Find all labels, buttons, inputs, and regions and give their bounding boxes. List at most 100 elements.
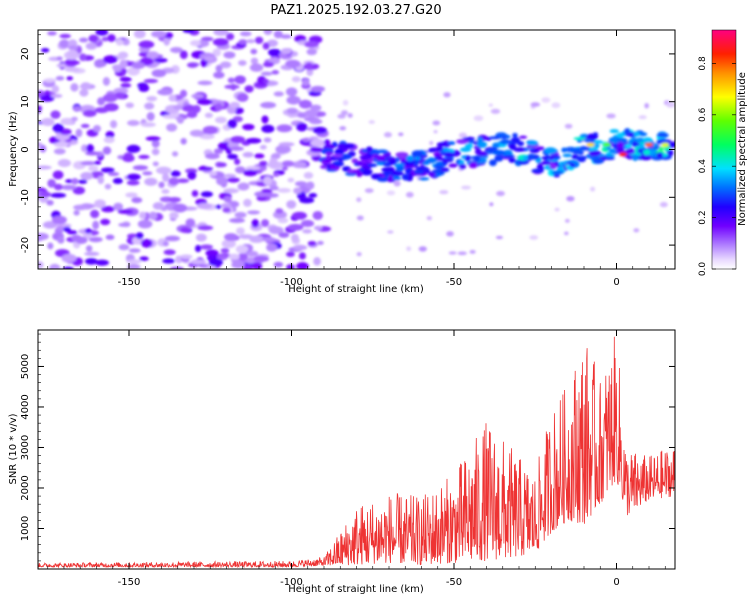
- heatmap-blob: [235, 244, 249, 254]
- heatmap-blob: [301, 78, 310, 86]
- heatmap-blob: [118, 244, 130, 251]
- heatmap-blob: [101, 36, 109, 42]
- heatmap-blob: [356, 215, 364, 221]
- heatmap-blob: [213, 148, 224, 154]
- heatmap-blob: [66, 76, 74, 81]
- heatmap-blob: [575, 155, 588, 159]
- heatmap-blob: [244, 85, 254, 93]
- heatmap-blob: [500, 140, 509, 145]
- heatmap-blob: [306, 48, 318, 56]
- heatmap-blob: [633, 131, 640, 137]
- heatmap-blob: [162, 173, 170, 182]
- heatmap-blob: [127, 66, 140, 76]
- heatmap-blob: [616, 141, 625, 149]
- heatmap-blob: [204, 112, 213, 119]
- heatmap-blob: [407, 173, 414, 181]
- heatmap-blob: [294, 181, 308, 187]
- heatmap-blob: [102, 146, 112, 155]
- heatmap-blob: [306, 181, 315, 190]
- heatmap-blob: [426, 215, 433, 221]
- heatmap-blob: [488, 103, 493, 107]
- heatmap-blob: [633, 228, 640, 233]
- heatmap-blob: [73, 210, 80, 216]
- heatmap-blob: [536, 146, 545, 151]
- heatmap-blob: [335, 160, 341, 165]
- heatmap-blob: [658, 146, 664, 151]
- heatmap-blob: [216, 176, 229, 186]
- heatmap-blob: [425, 158, 438, 163]
- heatmap-blob: [356, 252, 362, 257]
- heatmap-blob: [589, 150, 602, 157]
- heatmap-blob: [492, 149, 506, 156]
- heatmap-blob: [272, 172, 280, 177]
- heatmap-blob: [544, 147, 557, 155]
- heatmap-blob: [215, 64, 223, 73]
- heatmap-blob: [251, 219, 260, 228]
- heatmap-blob: [168, 196, 181, 203]
- heatmap-blob: [227, 119, 238, 129]
- heatmap-blob: [540, 156, 551, 160]
- heatmap-blob: [296, 262, 309, 269]
- heatmap-blob: [456, 138, 469, 144]
- heatmap-blob: [80, 144, 88, 153]
- heatmap-blob: [100, 218, 111, 226]
- heatmap-blob: [606, 113, 616, 119]
- heatmap-blob: [49, 263, 61, 269]
- heatmap-blob: [152, 202, 165, 210]
- heatmap-blob: [138, 154, 150, 159]
- heatmap-blob: [398, 153, 406, 159]
- heatmap-blob: [84, 258, 98, 265]
- heatmap-blob: [127, 264, 141, 269]
- heatmap-blob: [203, 56, 215, 62]
- heatmap-blob: [112, 64, 122, 73]
- heatmap-blob: [223, 51, 236, 59]
- heatmap-blob: [226, 153, 238, 160]
- heatmap-blob: [465, 155, 471, 162]
- heatmap-blob: [459, 147, 472, 152]
- heatmap-blob: [138, 40, 155, 49]
- heatmap-blob: [85, 151, 100, 156]
- heatmap-blob: [113, 87, 129, 95]
- heatmap-blob: [376, 149, 389, 154]
- heatmap-blob: [286, 107, 298, 115]
- heatmap-blob: [110, 120, 118, 129]
- heatmap-blob: [135, 232, 144, 240]
- heatmap-blob: [143, 78, 159, 84]
- heatmap-blob: [220, 61, 232, 69]
- heatmap-blob: [529, 148, 540, 154]
- heatmap-blob: [122, 39, 130, 46]
- heatmap-blob: [656, 133, 669, 138]
- heatmap-blob: [643, 149, 651, 156]
- heatmap-blob: [51, 215, 67, 225]
- heatmap-blob: [300, 219, 315, 228]
- heatmap-blob: [222, 207, 231, 213]
- heatmap-blob: [277, 217, 289, 224]
- heatmap-blob: [260, 71, 273, 76]
- heatmap-blob: [57, 236, 65, 244]
- heatmap-blob: [133, 30, 146, 39]
- heatmap-blob: [285, 87, 298, 97]
- heatmap-blob: [261, 237, 276, 242]
- heatmap-blob: [313, 257, 321, 266]
- heatmap-blob: [262, 61, 275, 68]
- heatmap-blob: [215, 204, 222, 210]
- heatmap-blob: [38, 105, 43, 112]
- heatmap-blob: [220, 248, 230, 254]
- heatmap-blob: [428, 147, 439, 151]
- x-tick-label: -100: [280, 277, 303, 288]
- heatmap-blob: [578, 146, 591, 151]
- heatmap-blob: [278, 142, 295, 147]
- heatmap-blob: [551, 170, 564, 175]
- heatmap-blob: [229, 101, 240, 109]
- heatmap-blob: [180, 227, 191, 233]
- heatmap-blob: [275, 144, 291, 154]
- heatmap-blob: [268, 226, 284, 235]
- heatmap-blob: [221, 239, 236, 249]
- heatmap-blob: [541, 97, 551, 103]
- heatmap-blob: [212, 38, 229, 47]
- heatmap-blob: [564, 218, 570, 223]
- heatmap-blob: [530, 102, 541, 107]
- heatmap-blob: [401, 173, 410, 181]
- heatmap-blob: [71, 178, 79, 185]
